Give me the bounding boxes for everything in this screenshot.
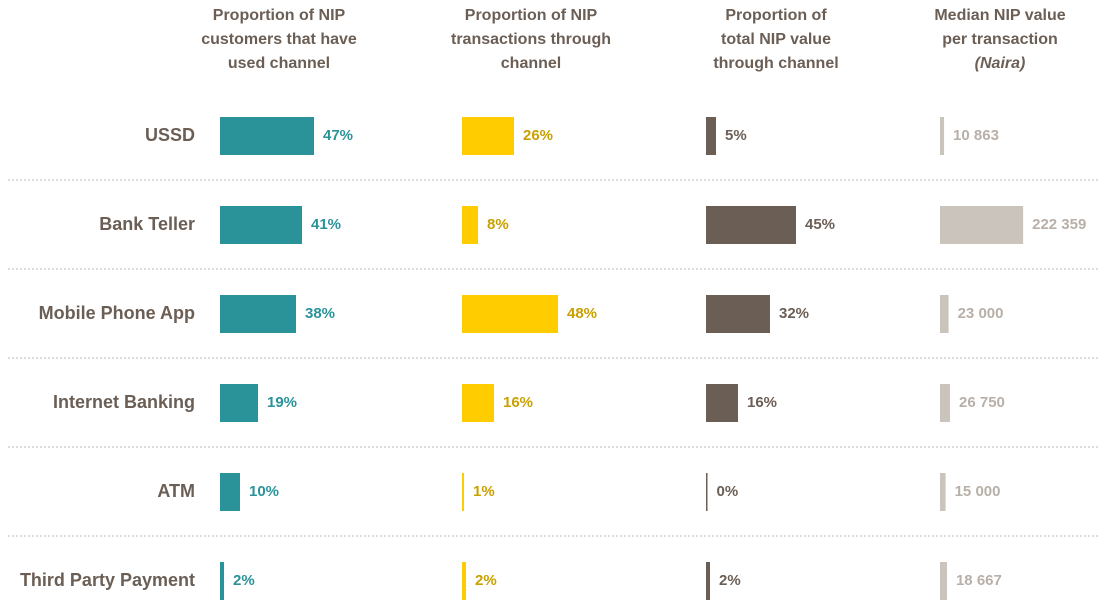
value-label: 16% (503, 394, 533, 411)
bar (706, 473, 708, 511)
value-label: 10% (249, 483, 279, 500)
value-label: 18 667 (956, 572, 1002, 589)
category-label: Third Party Payment (20, 570, 195, 590)
bar (940, 473, 946, 511)
value-label: 45% (805, 216, 835, 233)
value-label: 8% (487, 216, 509, 233)
value-label: 38% (305, 305, 335, 322)
value-label: 1% (473, 483, 495, 500)
bar (706, 206, 796, 244)
bar (462, 206, 478, 244)
column-header: transactions through (451, 31, 611, 48)
value-label: 0% (717, 483, 739, 500)
bar (462, 117, 514, 155)
value-label: 47% (323, 127, 353, 144)
value-label: 2% (475, 572, 497, 589)
column-header: Proportion of NIP (213, 7, 346, 24)
column-header: Proportion of NIP (465, 7, 598, 24)
column-header: Median NIP value (934, 7, 1065, 24)
bar (462, 473, 464, 511)
value-label: 41% (311, 216, 341, 233)
bar (462, 384, 494, 422)
value-label: 48% (567, 305, 597, 322)
category-label: Mobile Phone App (39, 303, 195, 323)
bar (706, 562, 710, 600)
bar (220, 384, 258, 422)
value-label: 19% (267, 394, 297, 411)
bar (462, 562, 466, 600)
column-unit: (Naira) (975, 55, 1026, 72)
column-header: Proportion of (725, 7, 827, 24)
bar (220, 117, 314, 155)
bar (940, 117, 945, 155)
value-label: 26% (523, 127, 553, 144)
value-label: 10 863 (953, 127, 999, 144)
value-label: 2% (233, 572, 255, 589)
bar (706, 295, 770, 333)
bar (220, 206, 302, 244)
column-header: per transaction (942, 31, 1058, 48)
bar (462, 295, 558, 333)
bar (940, 384, 950, 422)
bar (940, 295, 949, 333)
value-label: 5% (725, 127, 747, 144)
bar (940, 206, 1024, 244)
value-label: 2% (719, 572, 741, 589)
bar (220, 295, 296, 333)
column-header: through channel (713, 55, 838, 72)
value-label: 23 000 (958, 305, 1004, 322)
bar (220, 562, 224, 600)
value-label: 15 000 (955, 483, 1001, 500)
value-label: 16% (747, 394, 777, 411)
column-header: customers that have (201, 31, 357, 48)
category-label: USSD (145, 125, 195, 145)
category-label: Bank Teller (99, 214, 195, 234)
value-label: 26 750 (959, 394, 1005, 411)
category-label: Internet Banking (53, 392, 195, 412)
column-header: used channel (228, 55, 330, 72)
value-label: 32% (779, 305, 809, 322)
column-header: total NIP value (721, 31, 831, 48)
bar (940, 562, 947, 600)
value-label: 222 359 (1032, 216, 1086, 233)
category-label: ATM (157, 481, 195, 501)
column-header: channel (501, 55, 561, 72)
bar (220, 473, 240, 511)
bar (706, 384, 738, 422)
bar (706, 117, 716, 155)
